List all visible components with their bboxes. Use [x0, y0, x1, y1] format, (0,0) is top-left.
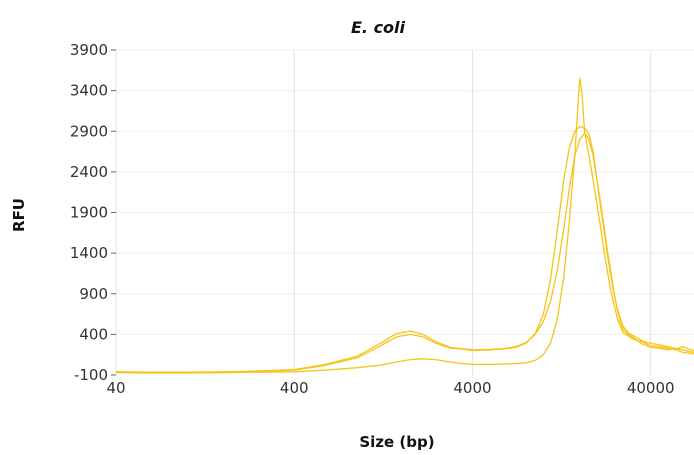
x-tick-label: 400 — [280, 379, 309, 397]
y-tick-label: 1900 — [70, 204, 108, 222]
series-line-2 — [115, 132, 694, 373]
y-tick-label: 3900 — [70, 41, 108, 59]
y-tick-label: 2400 — [70, 163, 108, 181]
y-axis-ticks: -100 400 900 1400 1900 2400 2900 3400 3900 — [70, 41, 116, 384]
series-line-3 — [115, 77, 694, 374]
x-tick-label: 4000 — [453, 379, 491, 397]
y-tick-label: 900 — [79, 285, 108, 303]
y-tick-label: 1400 — [70, 244, 108, 262]
gridlines — [115, 49, 694, 375]
series-group — [115, 77, 694, 374]
x-axis-title: Size (bp) — [359, 433, 434, 451]
y-tick-label: -100 — [74, 366, 108, 384]
y-tick-label: 2900 — [70, 122, 108, 140]
series-line-1 — [115, 125, 694, 374]
x-tick-label: 40 — [106, 379, 125, 397]
x-axis-ticks: 40 400 4000 40000 — [106, 379, 674, 397]
y-tick-label: 3400 — [70, 82, 108, 100]
y-axis-title: RFU — [10, 198, 28, 232]
y-tick-label: 400 — [79, 325, 108, 343]
chart-title: E. coli — [351, 18, 406, 37]
x-tick-label: 40000 — [627, 379, 675, 397]
